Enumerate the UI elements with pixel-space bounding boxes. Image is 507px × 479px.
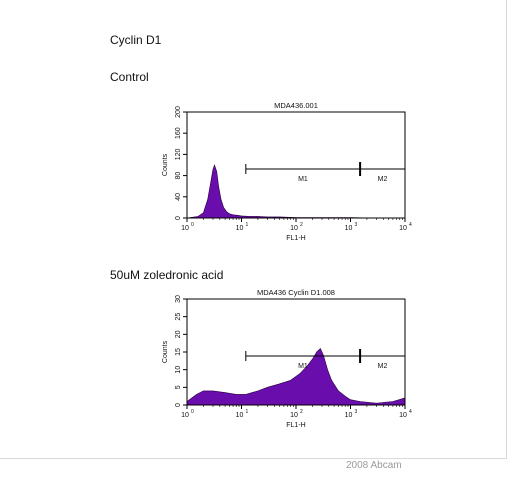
x-tick-exponent: 2 <box>300 409 303 415</box>
x-tick-exponent: 0 <box>191 222 194 228</box>
y-tick-label: 20 <box>175 330 182 338</box>
histogram-area <box>186 347 406 406</box>
y-tick-label: 0 <box>175 216 182 220</box>
histogram-title: MDA436.001 <box>274 101 318 110</box>
gate-m2-label: M2 <box>378 176 388 183</box>
x-tick-label: 10 <box>399 225 407 232</box>
y-tick-label: 15 <box>175 348 182 356</box>
copyright-credit: 2008 Abcam <box>346 460 402 471</box>
x-tick-exponent: 4 <box>409 222 412 228</box>
x-tick-label: 10 <box>181 412 189 419</box>
y-tick-label: 10 <box>175 366 182 374</box>
x-tick-exponent: 0 <box>191 409 194 415</box>
y-axis-label: Counts <box>162 153 169 176</box>
y-tick-label: 25 <box>175 313 182 321</box>
x-axis-label: FL1-H <box>286 235 305 242</box>
y-tick-label: 0 <box>175 403 182 407</box>
y-tick-label: 160 <box>175 127 182 139</box>
x-tick-label: 10 <box>399 412 407 419</box>
y-tick-label: 120 <box>175 148 182 160</box>
x-tick-exponent: 3 <box>355 222 358 228</box>
gate-m1-label: M1 <box>298 363 308 370</box>
x-tick-exponent: 2 <box>300 222 303 228</box>
x-tick-label: 10 <box>290 225 298 232</box>
x-tick-exponent: 1 <box>246 409 249 415</box>
x-tick-label: 10 <box>236 225 244 232</box>
figure-title: Cyclin D1 <box>110 33 162 47</box>
histogram-area <box>186 164 405 219</box>
control-section-label: Control <box>110 70 149 84</box>
y-tick-label: 200 <box>175 106 182 118</box>
x-tick-exponent: 4 <box>409 409 412 415</box>
x-tick-exponent: 1 <box>246 222 249 228</box>
gate-m2-label: M2 <box>378 363 388 370</box>
y-tick-label: 30 <box>175 295 182 303</box>
x-tick-label: 10 <box>345 225 353 232</box>
x-tick-label: 10 <box>181 225 189 232</box>
gate-m1-label: M1 <box>298 176 308 183</box>
y-tick-label: 40 <box>175 193 182 201</box>
x-tick-exponent: 3 <box>355 409 358 415</box>
y-tick-label: 80 <box>175 172 182 180</box>
x-tick-label: 10 <box>345 412 353 419</box>
y-axis-label: Counts <box>162 340 169 363</box>
treatment-section-label: 50uM zoledronic acid <box>110 268 224 282</box>
histogram-title: MDA436 Cyclin D1.008 <box>257 288 335 297</box>
x-axis-label: FL1-H <box>286 422 305 429</box>
x-tick-label: 10 <box>290 412 298 419</box>
y-tick-label: 5 <box>175 385 182 389</box>
x-tick-label: 10 <box>236 412 244 419</box>
